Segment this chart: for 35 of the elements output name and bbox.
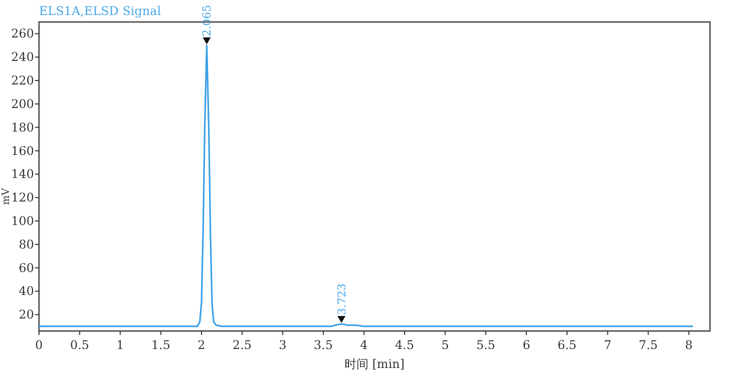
y-tick-label: 100 bbox=[11, 214, 34, 228]
y-axis-title: mV bbox=[1, 187, 12, 205]
x-tick-label: 0 bbox=[35, 338, 43, 352]
y-tick-label: 220 bbox=[11, 74, 34, 88]
x-tick-label: 6 bbox=[522, 338, 530, 352]
y-tick-label: 160 bbox=[11, 144, 34, 158]
y-tick-label: 60 bbox=[18, 260, 34, 275]
x-tick-label: 2.5 bbox=[232, 338, 252, 352]
x-tick-label: 1 bbox=[116, 338, 124, 352]
y-tick-label: 240 bbox=[11, 50, 34, 64]
x-tick-label: 2 bbox=[198, 338, 206, 352]
x-tick-label: 5.5 bbox=[476, 338, 496, 352]
y-tick-label: 20 bbox=[18, 308, 34, 322]
x-tick-label: 1.5 bbox=[151, 338, 170, 352]
x-tick-label: 7.5 bbox=[638, 338, 658, 352]
y-tick-label: 180 bbox=[11, 120, 34, 134]
x-tick-label: 3 bbox=[278, 338, 287, 352]
annotation: 2.065 bbox=[200, 4, 214, 36]
x-tick-label: 0.5 bbox=[70, 338, 90, 352]
x-tick-label: 5 bbox=[441, 338, 449, 352]
y-tick-label: 200 bbox=[11, 96, 34, 111]
y-tick-label: 40 bbox=[18, 284, 34, 298]
annotation: 3.723 bbox=[335, 283, 348, 315]
chart-title: ELS1A,ELSD Signal bbox=[39, 4, 162, 18]
x-tick-label: 6.5 bbox=[557, 338, 577, 352]
x-tick-label: 7 bbox=[604, 338, 612, 352]
y-tick-label: 260 bbox=[11, 26, 34, 41]
x-tick-label: 4 bbox=[360, 338, 368, 352]
y-tick-label: 120 bbox=[11, 190, 34, 205]
x-tick-label: 3.5 bbox=[314, 338, 333, 352]
y-tick-label: 80 bbox=[18, 237, 34, 252]
y-tick-label: 140 bbox=[11, 167, 34, 182]
x-axis-title: 时间 [min] bbox=[344, 357, 405, 371]
x-tick-label: 4.5 bbox=[395, 338, 414, 352]
x-tick-label: 8 bbox=[685, 338, 693, 352]
